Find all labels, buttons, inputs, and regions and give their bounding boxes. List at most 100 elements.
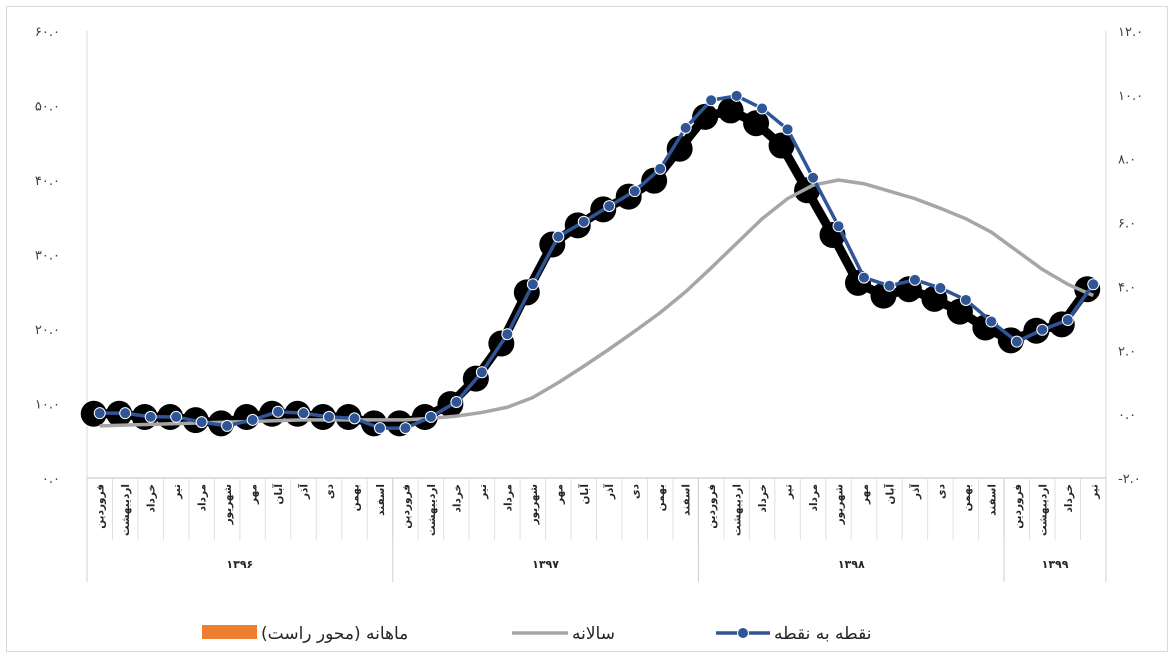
right-tick-label: ۰.۰ (1118, 408, 1136, 423)
year-label: ۱۳۹۹ (1042, 558, 1069, 571)
p2p-point (272, 405, 285, 418)
legend-annual-label: سالانه (572, 624, 615, 644)
left-tick-label: ۳۰.۰ (35, 249, 60, 264)
p2p-point (985, 315, 998, 328)
p2p-point (654, 162, 667, 175)
month-label: اسفند (375, 484, 387, 516)
p2p-point (119, 407, 132, 420)
p2p-point (424, 410, 437, 423)
month-label: بهمن (655, 484, 667, 511)
month-label: اردیبهشت (426, 484, 438, 536)
month-label: آبان (578, 484, 591, 505)
month-label: شهریور (222, 484, 234, 525)
month-label: آذر (603, 484, 616, 500)
p2p-point (603, 200, 616, 213)
month-label: شهریور (834, 484, 846, 525)
month-label: خرداد (1063, 484, 1075, 512)
month-label: دی (630, 483, 642, 499)
p2p-point (577, 215, 590, 228)
right-tick-label: ۶.۰ (1118, 217, 1136, 232)
chart-axes (86, 31, 1107, 582)
monthly-point (666, 135, 693, 162)
p2p-point (1010, 335, 1023, 348)
month-label: فروردین (1012, 484, 1024, 529)
p2p-point (857, 271, 870, 284)
chart-frame (6, 6, 1168, 652)
left-tick-label: ۶۰.۰ (35, 25, 60, 40)
month-label: دی (324, 483, 336, 499)
month-label: شهریور (528, 484, 540, 525)
p2p-point (246, 413, 259, 426)
left-tick-label: ۱۰.۰ (35, 398, 60, 413)
p2p-point (526, 278, 539, 291)
month-label: مهر (248, 484, 260, 505)
p2p-point (908, 273, 921, 286)
month-label: اردیبهشت (120, 484, 132, 536)
legend-monthly-label: ماهانه (محور راست) (261, 624, 408, 644)
legend: نقطه به نقطه سالانه ماهانه (محور راست) (202, 624, 871, 644)
p2p-point (348, 412, 361, 425)
annual-line (99, 178, 1094, 428)
p2p-point (297, 407, 310, 420)
p2p-point (959, 293, 972, 306)
month-label: مهر (553, 484, 565, 505)
month-label: دی (935, 483, 947, 499)
left-tick-label: ۲۰.۰ (35, 323, 60, 338)
p2p-point (323, 410, 336, 423)
month-label: بهمن (349, 484, 361, 511)
p2p-point (170, 410, 183, 423)
month-label: آبان (272, 484, 285, 505)
left-tick-label: ۰.۰ (42, 472, 60, 487)
p2p-point (807, 171, 820, 184)
left-tick-label: ۴۰.۰ (35, 174, 60, 189)
p2p-point (1061, 314, 1074, 327)
monthly-point (692, 103, 719, 130)
month-label: تیر (477, 484, 489, 500)
month-label: تیر (171, 484, 183, 500)
p2p-point (373, 422, 386, 435)
p2p-point (1087, 278, 1100, 291)
month-label: آذر (909, 484, 922, 500)
year-label: ۱۳۹۶ (226, 558, 253, 571)
monthly-point (743, 110, 770, 137)
left-tick-label: ۵۰.۰ (35, 100, 60, 115)
x-axis-labels: فروردین اردیبهشت خرداد تیر مرداد شهریور مهر آبا… (95, 483, 1101, 571)
right-tick-label: ۱۲.۰ (1118, 25, 1143, 40)
monthly-series (80, 97, 1101, 437)
month-label: خرداد (451, 484, 463, 512)
month-label: تیر (783, 484, 795, 500)
p2p-point (756, 102, 769, 115)
month-label: اردیبهشت (732, 484, 744, 536)
month-label: مرداد (502, 484, 514, 511)
right-tick-label: ۸.۰ (1118, 153, 1136, 168)
p2p-point (883, 279, 896, 292)
p2p-point (730, 89, 743, 102)
month-label: فروردین (95, 484, 107, 529)
year-label: ۱۳۹۸ (838, 558, 865, 571)
p2p-point (705, 94, 718, 107)
p2p-point (628, 185, 641, 198)
month-label: خرداد (146, 484, 158, 512)
month-label: آبان (883, 484, 896, 505)
p2p-point (832, 220, 845, 233)
month-label: بهمن (961, 484, 973, 511)
month-label: اسفند (681, 484, 693, 516)
legend-p2p-label: نقطه به نقطه (774, 624, 871, 644)
month-label: اسفند (986, 484, 998, 516)
p2p-point (399, 422, 412, 435)
right-tick-label: ۴.۰ (1118, 280, 1136, 295)
right-tick-label: ۱۰.۰ (1118, 89, 1143, 104)
month-label: آذر (298, 484, 311, 500)
legend-p2p-marker (737, 627, 749, 639)
p2p-point (781, 123, 794, 136)
month-label: مهر (859, 484, 871, 505)
p2p-point (450, 396, 463, 409)
p2p-point (679, 121, 692, 134)
p2p-point (195, 416, 208, 429)
p2p-point (93, 407, 106, 420)
month-label: فروردین (706, 484, 718, 529)
point-to-point-series (93, 89, 1100, 435)
axis-ticks: ۰.۰ ۱۰.۰ ۲۰.۰ ۳۰.۰ ۴۰.۰ ۵۰.۰ ۶۰.۰ -۲.۰ ۰.۰ ۲.۰ ۴.۰… (35, 25, 1143, 487)
month-label: فروردین (400, 484, 412, 529)
